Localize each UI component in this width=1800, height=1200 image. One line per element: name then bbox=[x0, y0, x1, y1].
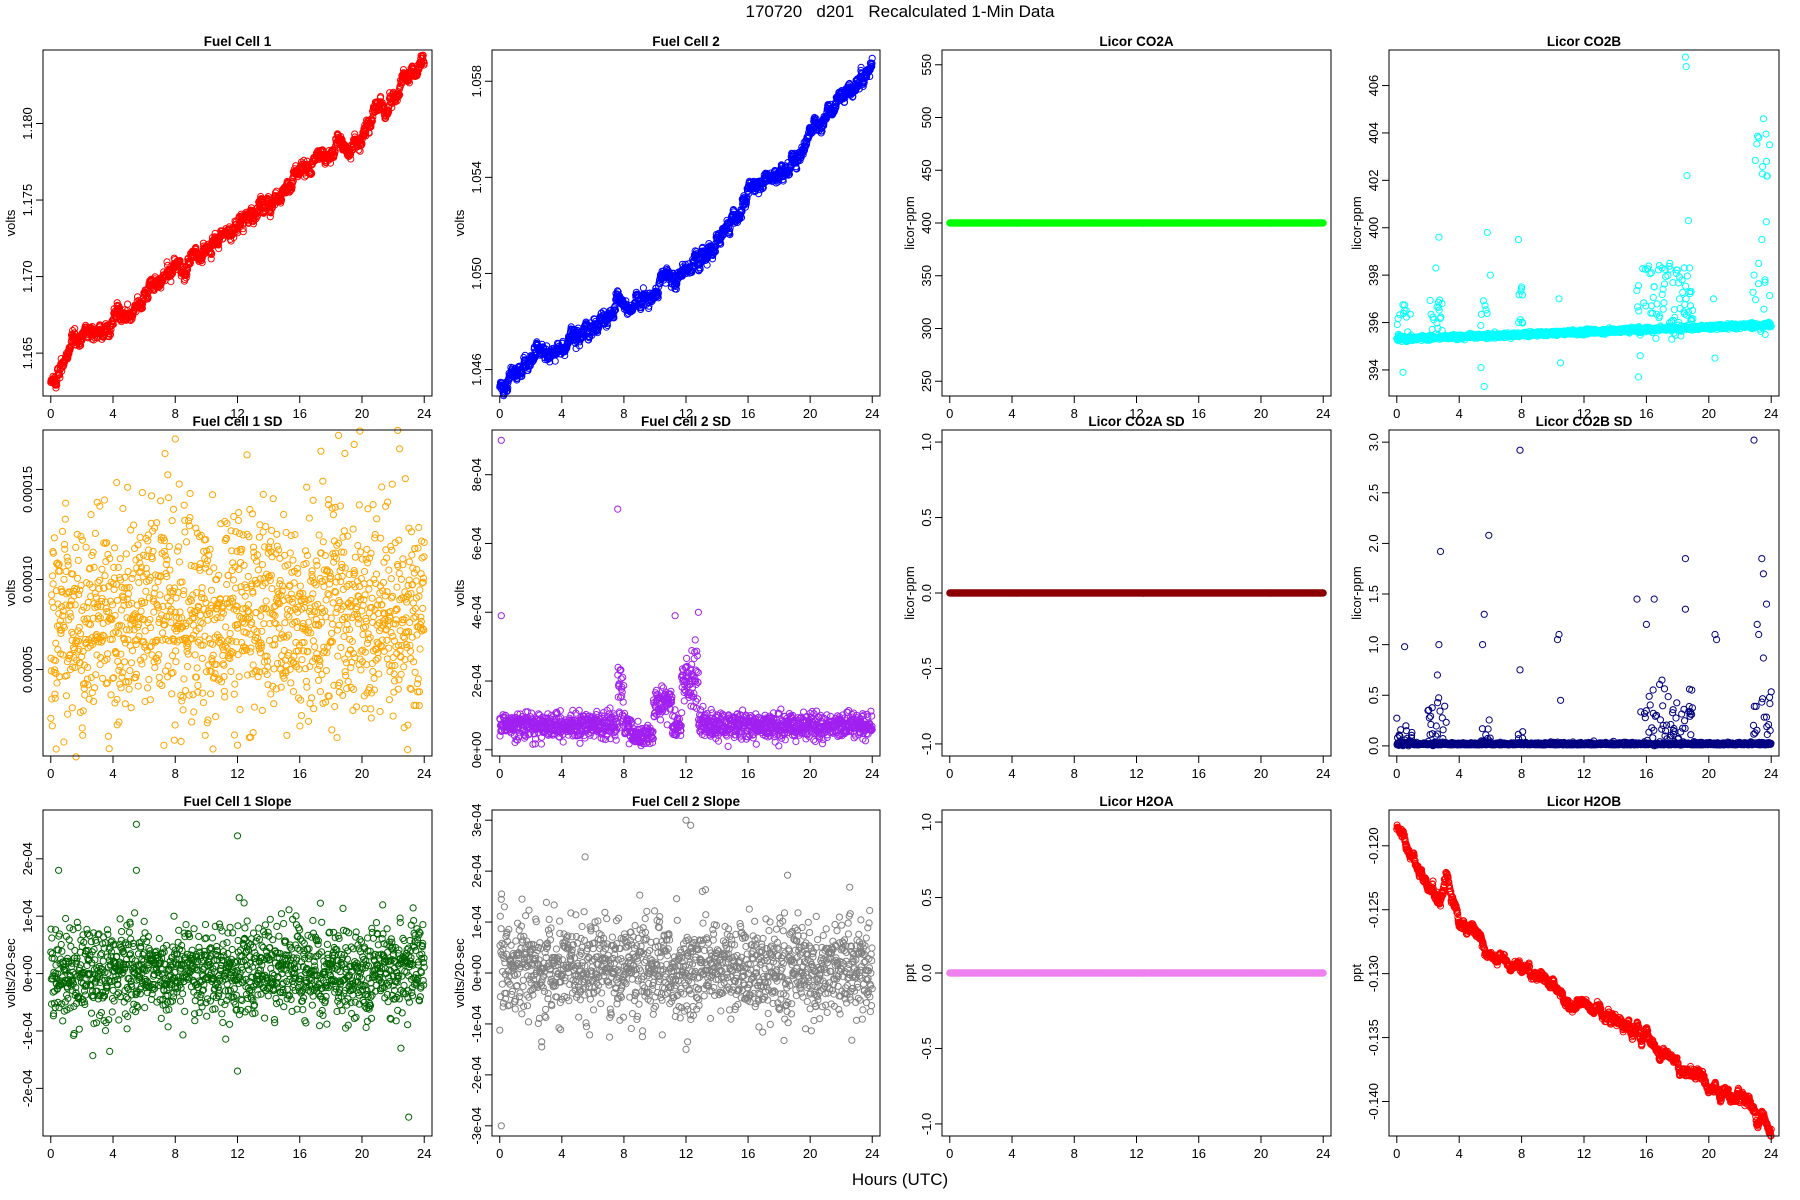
data-point bbox=[1394, 314, 1402, 323]
chart-fc1: Fuel Cell 10 4 8 12 16 20 241.1651.1701.1751.1… bbox=[3, 34, 433, 421]
data-points bbox=[47, 51, 428, 392]
y-tick-label: 500 bbox=[919, 107, 934, 129]
x-tick-label: 16 bbox=[1192, 406, 1206, 421]
x-tick-label: 20 bbox=[355, 406, 369, 421]
data-point bbox=[56, 374, 64, 382]
x-tick-label: 8 bbox=[620, 406, 627, 421]
y-tick-label: 1.180 bbox=[20, 107, 35, 140]
y-axis-label: volts bbox=[452, 209, 467, 236]
data-points bbox=[946, 219, 1327, 227]
x-tick-label: 24 bbox=[865, 406, 879, 421]
data-point bbox=[639, 284, 648, 292]
x-tick-label: 24 bbox=[417, 406, 431, 421]
x-tick-label: 4 bbox=[1008, 406, 1015, 421]
y-tick-label: 1.050 bbox=[469, 257, 484, 290]
data-point bbox=[77, 341, 85, 349]
x-tick-label: 0 bbox=[47, 406, 54, 421]
x-tick-label: 0 bbox=[496, 406, 503, 421]
y-tick-label: 300 bbox=[919, 318, 934, 340]
x-tick-label: 16 bbox=[293, 406, 307, 421]
data-point bbox=[53, 381, 61, 389]
data-points bbox=[496, 54, 876, 400]
y-tick-label: 1.046 bbox=[469, 353, 484, 386]
y-axis-label: licor-ppm bbox=[902, 196, 917, 249]
figure-title: 170720 d201 Recalculated 1-Min Data bbox=[745, 2, 1055, 21]
x-tick-label: 24 bbox=[1316, 406, 1330, 421]
x-tick-label: 8 bbox=[1071, 406, 1078, 421]
y-tick-label: 1.175 bbox=[20, 184, 35, 217]
plot-frame bbox=[491, 49, 881, 397]
data-point bbox=[52, 384, 60, 392]
chart-title: Licor CO2A bbox=[1099, 34, 1174, 49]
data-point bbox=[1483, 309, 1491, 317]
data-point bbox=[124, 300, 132, 308]
data-point bbox=[106, 330, 115, 338]
x-tick-label: 4 bbox=[558, 406, 565, 421]
y-tick-label: 1.054 bbox=[469, 161, 484, 194]
data-point bbox=[1426, 296, 1434, 304]
y-tick-label: 1.165 bbox=[20, 337, 35, 370]
data-point bbox=[1477, 321, 1485, 330]
x-tick-label: 16 bbox=[741, 406, 755, 421]
chart-title: Fuel Cell 2 bbox=[652, 34, 720, 49]
data-points bbox=[1393, 53, 1775, 391]
data-point bbox=[1393, 320, 1401, 329]
chart-fc2: Fuel Cell 20 4 8 12 16 20 241.0461.0501.0541.0… bbox=[452, 34, 881, 421]
x-tick-label: 4 bbox=[109, 406, 116, 421]
x-tick-label: 0 bbox=[946, 406, 953, 421]
x-tick-label: 20 bbox=[1254, 406, 1268, 421]
y-tick-label: 450 bbox=[919, 159, 934, 181]
y-tick-label: 250 bbox=[919, 370, 934, 392]
y-tick-label: 1.170 bbox=[20, 260, 35, 293]
y-tick-label: 400 bbox=[919, 212, 934, 234]
y-axis-label: volts bbox=[3, 209, 18, 236]
x-tick-label: 20 bbox=[803, 406, 817, 421]
chart-title: Fuel Cell 1 bbox=[204, 34, 272, 49]
y-tick-label: 350 bbox=[919, 265, 934, 287]
y-tick-label: 1.058 bbox=[469, 65, 484, 98]
y-tick-label: 550 bbox=[919, 54, 934, 76]
x-tick-label: 8 bbox=[172, 406, 179, 421]
